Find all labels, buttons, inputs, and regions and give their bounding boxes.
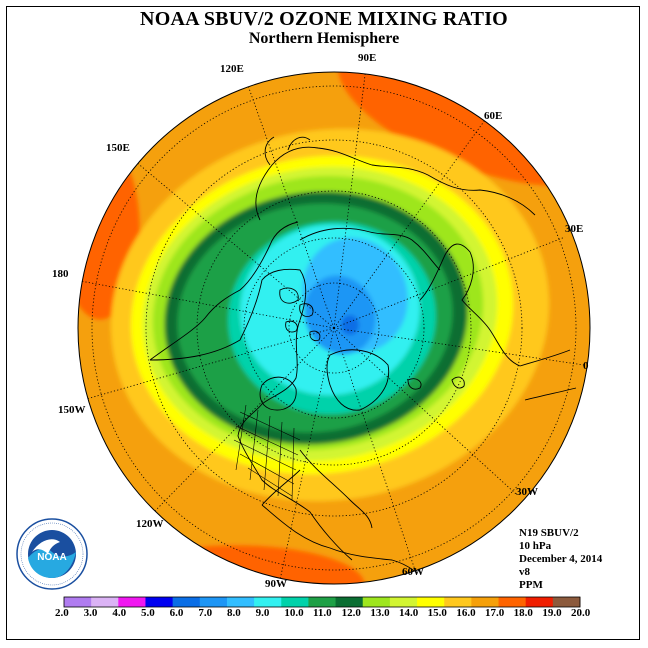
- colorbar-tick-label: 8.0: [227, 607, 241, 619]
- lon-label-150w: 150W: [58, 404, 86, 416]
- colorbar-tick-label: 6.0: [169, 607, 184, 619]
- colorbar-tick-label: 14.0: [399, 607, 419, 619]
- lon-label-30w: 30W: [516, 486, 538, 498]
- colorbar-tick-label: 18.0: [513, 607, 533, 619]
- colorbar-tick-label: 12.0: [341, 607, 361, 619]
- info-block: N19 SBUV/2 10 hPa December 4, 2014 v8 PP…: [519, 527, 602, 592]
- chart-subtitle: Northern Hemisphere: [248, 30, 400, 47]
- lon-label-150e: 150E: [106, 142, 130, 154]
- colorbar-tick-label: 9.0: [255, 607, 270, 619]
- colorbar-tick-label: 11.0: [313, 607, 332, 619]
- colorbar-tick-label: 7.0: [198, 607, 213, 619]
- noaa-logo: NOAA: [16, 518, 88, 590]
- lon-label-120e: 120E: [220, 63, 244, 75]
- info-version: v8: [519, 566, 530, 578]
- colorbar-tick-label: 16.0: [456, 607, 476, 619]
- lon-label-60w: 60W: [402, 566, 424, 578]
- lon-label-30e: 30E: [565, 223, 584, 235]
- map-boundary: [77, 71, 591, 585]
- lon-label-180: 180: [52, 268, 69, 280]
- meridians: [78, 72, 585, 581]
- latitude-circles: [91, 85, 577, 571]
- colorbar-tick-label: 15.0: [427, 607, 447, 619]
- colorbar-tick-label: 13.0: [370, 607, 390, 619]
- info-units: PPM: [519, 579, 543, 591]
- noaa-logo-text: NOAA: [37, 552, 66, 563]
- lon-label-90w: 90W: [265, 578, 287, 590]
- colorbar-tick-label: 17.0: [485, 607, 505, 619]
- colorbar-tick-label: 3.0: [83, 607, 98, 619]
- info-level: 10 hPa: [519, 540, 552, 552]
- coastlines: [149, 136, 577, 584]
- colorbar-tick-label: 10.0: [284, 607, 304, 619]
- lon-label-120w: 120W: [136, 518, 164, 530]
- lon-label-60e: 60E: [484, 110, 503, 122]
- colorbar-tick-label: 2.0: [55, 607, 69, 619]
- colorbar-tick-label: 4.0: [112, 607, 127, 619]
- ozone-field: [78, 72, 590, 584]
- info-date: December 4, 2014: [519, 553, 603, 565]
- lon-label-90e: 90E: [358, 52, 377, 64]
- lon-label-0: 0: [583, 360, 589, 372]
- figure-frame: [6, 6, 640, 640]
- colorbar-tick-label: 5.0: [141, 607, 155, 619]
- colorbar-tick-label: 19.0: [542, 607, 562, 619]
- chart-title: NOAA SBUV/2 OZONE MIXING RATIO: [140, 8, 508, 30]
- info-satellite: N19 SBUV/2: [519, 527, 579, 539]
- state-boundaries: [233, 404, 301, 501]
- colorbar-tick-label: 20.0: [571, 607, 591, 619]
